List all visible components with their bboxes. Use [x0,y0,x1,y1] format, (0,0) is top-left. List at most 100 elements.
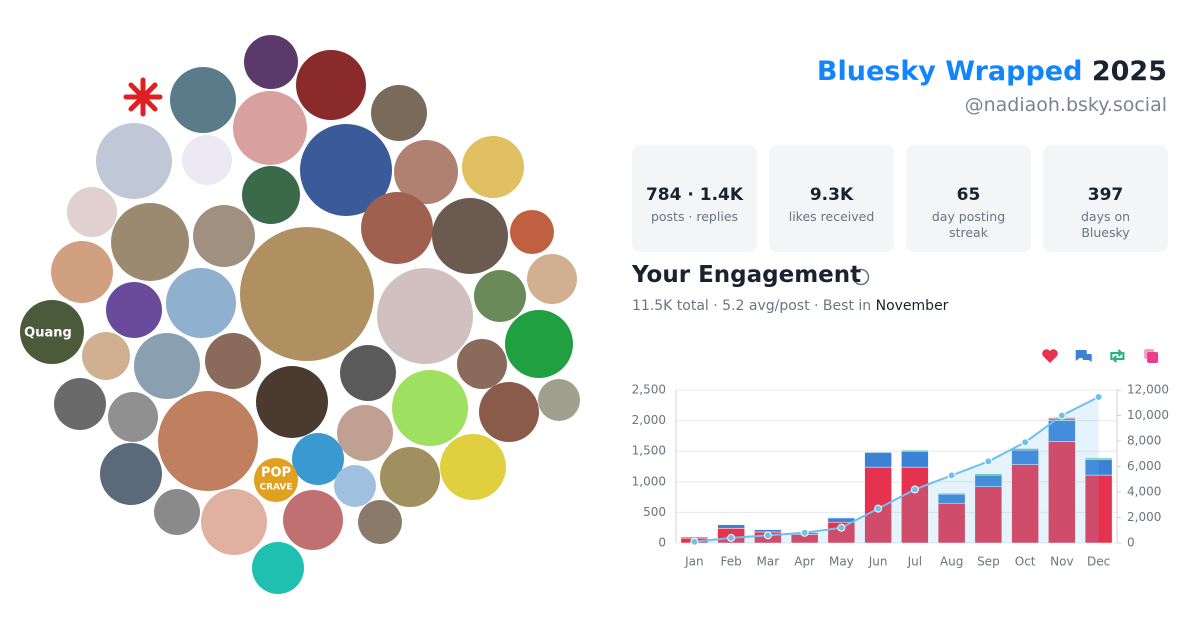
avatar[interactable] [233,91,307,165]
avatar[interactable] [108,392,158,442]
stat-card: 65 day posting streak [906,145,1031,252]
avatar[interactable] [394,140,458,204]
avatar[interactable] [154,489,200,535]
best-month: November [875,298,949,314]
avatar[interactable] [166,268,236,338]
avatar[interactable] [201,489,267,555]
avatar[interactable] [96,123,172,199]
avatar[interactable] [67,187,117,237]
avatar[interactable] [440,434,506,500]
y2-tick-label: 0 [1127,536,1135,550]
section-title: Your Engagement [632,262,862,288]
avatar[interactable] [340,345,396,401]
avatar[interactable] [380,447,440,507]
avatar[interactable] [134,333,200,399]
avatar[interactable] [361,192,433,264]
avatar-label: Quang [24,326,72,341]
avatar[interactable] [240,227,374,361]
avatar[interactable] [106,282,162,338]
legend-like[interactable] [1042,349,1058,363]
line-point [837,523,846,532]
bar-segment [901,466,929,544]
avatar[interactable] [296,50,366,120]
legend-repost[interactable] [1110,349,1125,363]
avatar-label: CRAVE [259,483,292,493]
asterisk-logo [123,77,163,117]
line-point [1057,411,1066,420]
line-point [984,457,993,466]
y2-tick-label: 6,000 [1127,459,1161,473]
x-tick-label: Jan [684,555,704,569]
avatar[interactable] [51,241,113,303]
stat-card: 784 · 1.4K posts · replies [632,145,757,252]
stat-label: likes received [788,209,875,224]
line [694,396,1100,543]
bar-segment [1048,441,1076,544]
avatar[interactable] [479,382,539,442]
line-point [1021,438,1030,447]
avatar[interactable] [256,366,328,438]
avatar[interactable] [292,433,344,485]
summary-text: 11.5K total · 5.2 avg/post · Best in [632,298,872,314]
avatar[interactable] [193,205,255,267]
line-point [727,533,736,542]
avatar[interactable] [242,166,300,224]
avatar[interactable] [505,310,573,378]
x-tick-label: Apr [794,555,815,569]
avatar[interactable] [337,405,393,461]
avatar[interactable] [244,35,298,89]
legend-reply[interactable] [1075,350,1092,362]
avatar[interactable] [432,198,508,274]
stat-card: 397 days on Bluesky [1043,145,1168,252]
stat-label: day posting streak [931,209,1006,240]
avatar[interactable] [20,300,84,364]
bar-segment [974,486,1003,544]
avatar[interactable] [371,85,427,141]
avatar[interactable] [82,332,130,380]
avatar[interactable] [100,443,162,505]
avatar[interactable] [205,333,261,389]
summary: 11.5K total · 5.2 avg/post · Best in Nov… [632,298,948,314]
x-tick-label: May [829,555,854,569]
info-icon[interactable] [852,268,870,286]
avatar[interactable] [254,458,298,502]
avatar[interactable] [158,391,258,491]
avatar[interactable] [182,135,232,185]
line-point [874,504,883,513]
avatar[interactable] [462,136,524,198]
avatar[interactable] [527,254,577,304]
avatar[interactable] [170,67,236,133]
avatar[interactable] [474,270,526,322]
avatar[interactable] [358,500,402,544]
line-point [910,485,919,494]
avatar[interactable] [334,465,376,507]
line-point [690,537,699,546]
avatar[interactable] [510,210,554,254]
bar-segment [901,450,929,468]
wrapped-title: Bluesky Wrapped 2025 [817,56,1167,87]
x-tick-label: Jul [907,555,922,569]
avatar[interactable] [300,124,392,216]
avatar[interactable] [283,490,343,550]
y2-tick-label: 8,000 [1127,434,1161,448]
avatar[interactable] [252,542,304,594]
avatar[interactable] [457,339,507,389]
avatar[interactable] [377,268,473,364]
legend-quote[interactable] [1147,352,1159,363]
stat-label: posts · replies [650,209,739,224]
avatar[interactable] [111,203,189,281]
x-tick-label: Dec [1087,555,1110,569]
stat-value: 784 · 1.4K [645,185,744,205]
avatar[interactable] [54,378,106,430]
avatar[interactable] [392,370,468,446]
bar-segment [827,517,856,523]
x-tick-label: Mar [757,555,780,569]
y2-tick-label: 2,000 [1127,510,1161,524]
bar-segment [1011,464,1039,544]
y-tick-label: 1,000 [632,474,666,488]
avatar[interactable] [538,379,580,421]
y2-tick-label: 10,000 [1127,408,1169,422]
y-tick-label: 1,500 [632,444,666,458]
stat-value: 397 [1087,185,1124,205]
